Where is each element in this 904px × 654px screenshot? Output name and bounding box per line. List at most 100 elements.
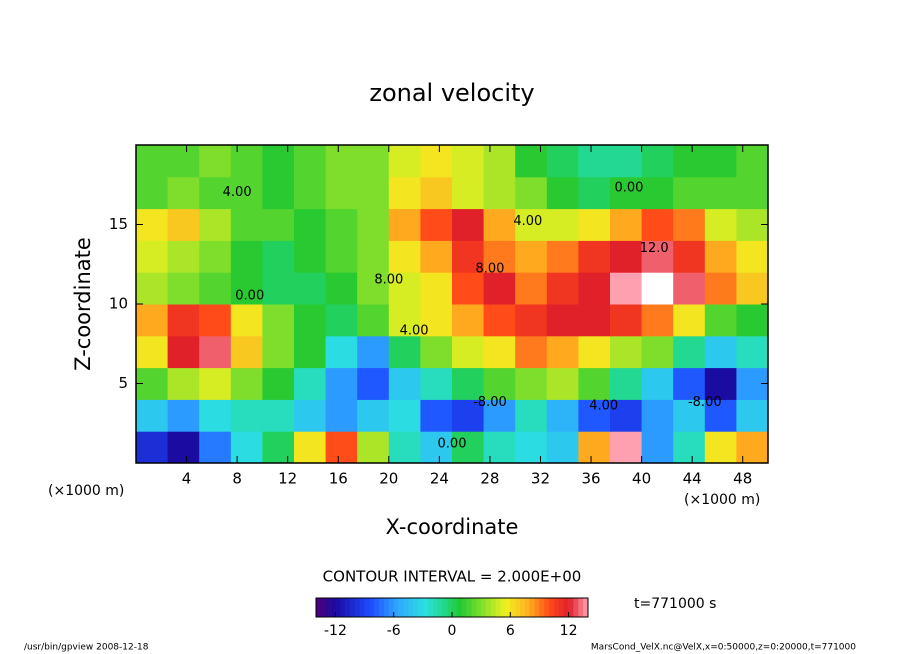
- field-cell: [452, 145, 485, 178]
- colorbar-segment: [481, 598, 487, 617]
- field-cell: [704, 304, 737, 337]
- colorbar-segment: [476, 598, 482, 617]
- chart-title: zonal velocity: [369, 79, 534, 107]
- field-cell: [704, 431, 737, 464]
- field-cell: [230, 335, 263, 369]
- field-cell: [357, 335, 390, 369]
- colorbar-segment: [529, 598, 535, 617]
- field-cell: [641, 367, 674, 400]
- field-cell: [610, 399, 643, 432]
- field-cell: [736, 335, 769, 369]
- y-tick-label: 15: [109, 215, 128, 233]
- field-cell: [578, 240, 611, 273]
- field-cell: [641, 431, 674, 464]
- field-cell: [704, 240, 737, 273]
- field-cell: [515, 145, 548, 178]
- field-cell: [515, 367, 548, 400]
- field-cell: [388, 367, 421, 400]
- field-cell: [704, 208, 737, 241]
- field-cell: [420, 176, 453, 210]
- field-cell: [641, 240, 674, 273]
- contour-label: 4.00: [223, 185, 252, 200]
- field-cell: [136, 176, 169, 210]
- field-cell: [262, 367, 295, 400]
- colorbar-segment: [364, 598, 370, 617]
- field-cell: [515, 399, 548, 432]
- field-cell: [388, 335, 421, 369]
- field-cell: [294, 431, 327, 464]
- field-cell: [578, 335, 611, 369]
- field-cell: [167, 272, 200, 305]
- field-cell: [483, 272, 516, 305]
- field-cell: [167, 335, 200, 369]
- colorbar-tick-label: 6: [506, 623, 515, 639]
- field-cell: [388, 208, 421, 241]
- field-cell: [357, 176, 390, 210]
- field-cell: [704, 367, 737, 400]
- field-cell: [420, 431, 453, 464]
- field-cell: [325, 145, 358, 178]
- field-cell: [294, 145, 327, 178]
- colorbar-segment: [316, 598, 322, 617]
- field-cell: [262, 240, 295, 273]
- field-cell: [199, 272, 232, 305]
- field-cell: [294, 399, 327, 432]
- field-cell: [546, 304, 579, 337]
- field-cell: [230, 240, 263, 273]
- field-cell: [515, 176, 548, 210]
- field-cell: [262, 208, 295, 241]
- contour-interval: CONTOUR INTERVAL = 2.000E+00: [323, 568, 582, 586]
- field-cell: [388, 176, 421, 210]
- field-cell: [610, 431, 643, 464]
- colorbar-tick-label: -12: [324, 623, 347, 639]
- colorbar-segment: [350, 598, 356, 617]
- field-cell: [515, 304, 548, 337]
- field-cell: [736, 272, 769, 305]
- field-cell: [325, 304, 358, 337]
- field-cell: [483, 304, 516, 337]
- contour-label: -8.00: [688, 395, 722, 410]
- field-cell: [452, 176, 485, 210]
- field-cell: [167, 399, 200, 432]
- field-cell: [673, 240, 706, 273]
- field-cell: [199, 176, 232, 210]
- colorbar-segment: [461, 598, 467, 617]
- field-cell: [483, 431, 516, 464]
- field-cell: [325, 272, 358, 305]
- field-cell: [546, 431, 579, 464]
- field-cell: [325, 335, 358, 369]
- x-unit: (×1000 m): [684, 492, 760, 508]
- x-tick-label: 4: [182, 470, 192, 488]
- field-cell: [136, 240, 169, 273]
- field-cell: [167, 431, 200, 464]
- colorbar-segment: [539, 598, 545, 617]
- colorbar-segment: [486, 598, 492, 617]
- field-cell: [420, 399, 453, 432]
- colorbar-segment: [335, 598, 341, 617]
- field-cell: [294, 335, 327, 369]
- field-cell: [357, 367, 390, 400]
- field-cell: [483, 335, 516, 369]
- field-cell: [515, 335, 548, 369]
- field-cell: [610, 304, 643, 337]
- colorbar-segment: [549, 598, 555, 617]
- colorbar-segment: [544, 598, 550, 617]
- x-tick-label: 40: [632, 470, 651, 488]
- y-axis-label: Z-coordinate: [71, 237, 95, 371]
- field: [136, 145, 769, 464]
- field-cell: [294, 367, 327, 400]
- field-cell: [357, 240, 390, 273]
- field-cell: [641, 176, 674, 210]
- field-cell: [136, 399, 169, 432]
- field-cell: [230, 145, 263, 178]
- field-cell: [673, 145, 706, 178]
- colorbar-segment: [432, 598, 438, 617]
- field-cell: [294, 176, 327, 210]
- y-tick-label: 10: [109, 295, 128, 313]
- field-cell: [673, 176, 706, 210]
- colorbar-segment: [374, 598, 380, 617]
- field-cell: [452, 399, 485, 432]
- colorbar-segment: [359, 598, 365, 617]
- field-cell: [673, 399, 706, 432]
